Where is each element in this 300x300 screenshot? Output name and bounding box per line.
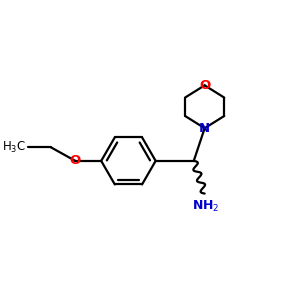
Text: O: O	[70, 154, 81, 167]
Text: NH$_2$: NH$_2$	[192, 199, 220, 214]
Text: H$_3$C: H$_3$C	[2, 140, 26, 155]
Text: N: N	[199, 122, 210, 135]
Text: O: O	[199, 79, 210, 92]
